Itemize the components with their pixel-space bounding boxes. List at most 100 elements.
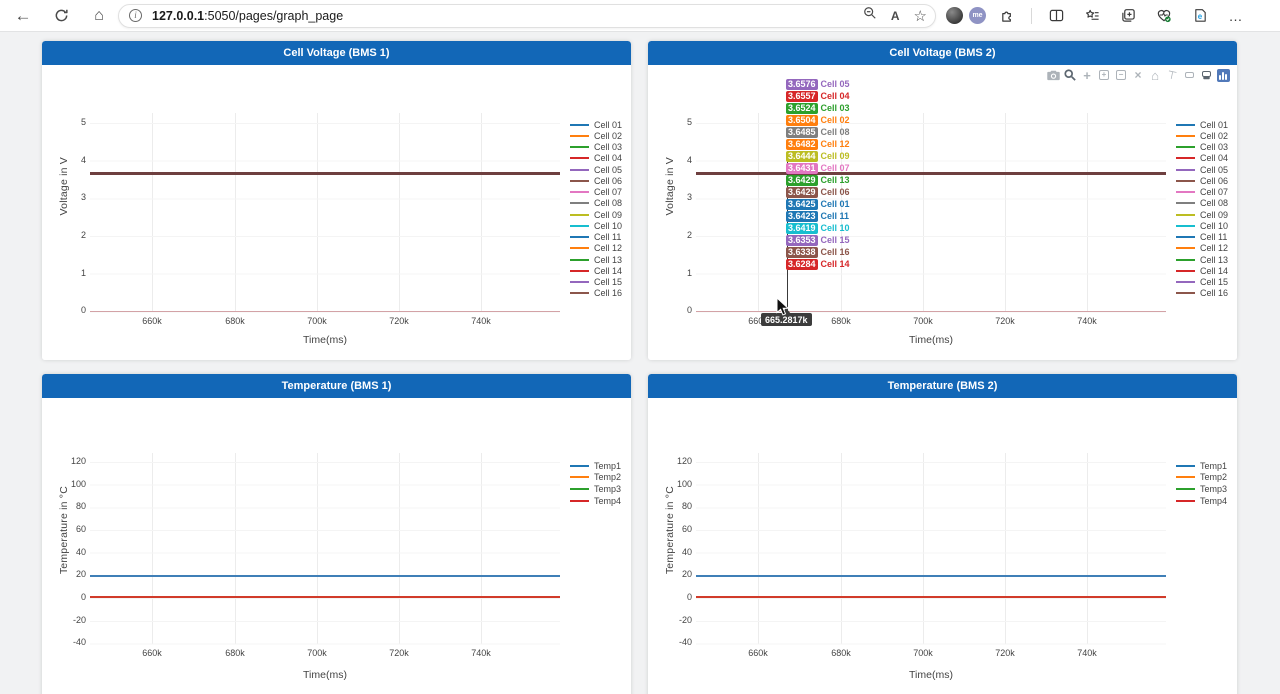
legend-item[interactable]: Cell 01	[570, 119, 622, 130]
legend-item[interactable]: Temp2	[1176, 472, 1227, 484]
gridlines-horizontal	[696, 462, 1166, 645]
legend-item[interactable]: Cell 10	[1176, 220, 1228, 231]
legend-item[interactable]: Cell 03	[1176, 142, 1228, 153]
legend-item[interactable]: Cell 10	[570, 220, 622, 231]
y-tick-label: 0	[80, 592, 86, 603]
legend-label: Cell 05	[1200, 164, 1229, 175]
legend-item[interactable]: Temp4	[1176, 495, 1227, 507]
temp4-trace	[90, 595, 560, 598]
url-text[interactable]: 127.0.0.1:5050/pages/graph_page	[152, 9, 863, 23]
legend-item[interactable]: Cell 13	[570, 254, 622, 265]
zoom-in-icon[interactable]: +	[1097, 68, 1111, 82]
legend-label: Cell 02	[1200, 130, 1229, 141]
refresh-icon[interactable]	[46, 3, 76, 29]
legend-item[interactable]: Cell 14	[1176, 265, 1228, 276]
collections-icon[interactable]	[1113, 3, 1143, 29]
split-screen-icon[interactable]	[1041, 3, 1071, 29]
hover-closest-icon[interactable]	[1182, 68, 1196, 82]
x-tick-label: 660k	[748, 648, 768, 658]
legend-item[interactable]: Cell 08	[570, 198, 622, 209]
gridlines-horizontal	[90, 123, 560, 313]
address-bar[interactable]: i 127.0.0.1:5050/pages/graph_page A ☆	[118, 3, 936, 28]
extension-me-icon[interactable]: me	[969, 7, 986, 24]
chart-temperature-bms1[interactable]: Temperature in °C 120 100 80 60 40 20 0 -20 -40 …	[42, 398, 631, 694]
hover-series-label: Cell 12	[820, 139, 850, 149]
hover-tooltip: 3.6419 Cell 10	[786, 222, 850, 234]
ie-mode-icon[interactable]: e	[1185, 3, 1215, 29]
legend-item[interactable]: Cell 09	[570, 209, 622, 220]
y-tick-label: 2	[80, 229, 86, 240]
legend-item[interactable]: Cell 06	[1176, 175, 1228, 186]
legend-item[interactable]: Cell 06	[570, 175, 622, 186]
legend-item[interactable]: Temp3	[570, 483, 621, 495]
legend-item[interactable]: Cell 12	[1176, 243, 1228, 254]
legend-swatch	[1176, 464, 1195, 467]
x-tick-label: 660k	[142, 648, 162, 658]
text-size-icon[interactable]: A	[890, 8, 900, 23]
settings-more-icon[interactable]: …	[1228, 7, 1244, 24]
legend-item[interactable]: Temp1	[570, 460, 621, 472]
legend-item[interactable]: Cell 13	[1176, 254, 1228, 265]
legend-item[interactable]: Cell 11	[570, 232, 622, 243]
site-info-icon[interactable]: i	[129, 9, 142, 22]
legend-item[interactable]: Cell 03	[570, 142, 622, 153]
legend-item[interactable]: Cell 07	[570, 187, 622, 198]
legend-item[interactable]: Cell 04	[570, 153, 622, 164]
legend-item[interactable]: Cell 12	[570, 243, 622, 254]
hover-value: 3.6284	[786, 258, 818, 270]
download-camera-icon[interactable]	[1046, 68, 1060, 82]
back-icon[interactable]: ←	[14, 5, 32, 25]
zoom-tool-icon[interactable]	[1063, 68, 1077, 82]
zoom-level-icon[interactable]	[863, 6, 877, 25]
browser-essentials-icon[interactable]	[1149, 3, 1179, 29]
favorites-list-icon[interactable]	[1077, 3, 1107, 29]
legend-item[interactable]: Cell 09	[1176, 209, 1228, 220]
zoom-out-icon[interactable]: −	[1114, 68, 1128, 82]
temp4-trace	[696, 595, 1166, 598]
y-axis-ticks: 5 4 3 2 1 0	[42, 117, 86, 343]
hover-tooltip: 3.6338 Cell 16	[786, 246, 850, 258]
legend-item[interactable]: Cell 15	[1176, 277, 1228, 288]
toggle-spikelines-icon[interactable]: ⊤	[1165, 68, 1178, 83]
legend-item[interactable]: Cell 02	[570, 130, 622, 141]
legend-item[interactable]: Temp3	[1176, 483, 1227, 495]
mouse-cursor	[776, 296, 790, 319]
legend-swatch	[570, 236, 589, 239]
voltage-trace-overlapped	[696, 172, 1166, 175]
reset-axes-home-icon[interactable]: ⌂	[1151, 67, 1159, 83]
legend-item[interactable]: Cell 04	[1176, 153, 1228, 164]
hover-series-label: Cell 10	[820, 223, 850, 233]
legend-item[interactable]: Cell 08	[1176, 198, 1228, 209]
extension-dark-icon[interactable]	[946, 7, 963, 24]
y-tick-label: -20	[72, 614, 86, 625]
pan-tool-icon[interactable]: +	[1083, 67, 1091, 83]
legend-item[interactable]: Cell 07	[1176, 187, 1228, 198]
legend-item[interactable]: Cell 15	[570, 277, 622, 288]
legend-item[interactable]: Cell 05	[570, 164, 622, 175]
legend-item[interactable]: Cell 02	[1176, 130, 1228, 141]
legend-item[interactable]: Cell 11	[1176, 232, 1228, 243]
legend-item[interactable]: Cell 05	[1176, 164, 1228, 175]
legend-item[interactable]: Cell 16	[1176, 288, 1228, 299]
extensions-puzzle-icon[interactable]	[992, 3, 1022, 29]
autoscale-icon[interactable]: ×	[1134, 68, 1142, 82]
legend: Cell 01 Cell 02 Cell 03	[1176, 119, 1228, 299]
legend-item[interactable]: Temp1	[1176, 460, 1227, 472]
card-temperature-bms1: Temperature (BMS 1) Temperature in °C 12…	[42, 374, 631, 694]
chart-temperature-bms2[interactable]: Temperature in °C 120 100 80 60 40 20 0 -20 -40 …	[648, 398, 1237, 694]
legend-item[interactable]: Cell 14	[570, 265, 622, 276]
legend-item[interactable]: Temp2	[570, 472, 621, 484]
legend-item[interactable]: Cell 16	[570, 288, 622, 299]
legend-item[interactable]: Temp4	[570, 495, 621, 507]
favorite-star-icon[interactable]: ☆	[913, 7, 927, 25]
home-icon[interactable]: ⌂	[94, 6, 104, 24]
y-tick-label: 4	[686, 154, 692, 165]
hover-compare-icon[interactable]	[1199, 68, 1213, 82]
legend-item[interactable]: Cell 01	[1176, 119, 1228, 130]
plotly-logo-icon[interactable]	[1216, 68, 1230, 82]
y-tick-label: -40	[678, 637, 692, 648]
y-tick-label: -40	[72, 637, 86, 648]
legend-label: Cell 14	[1200, 265, 1229, 276]
